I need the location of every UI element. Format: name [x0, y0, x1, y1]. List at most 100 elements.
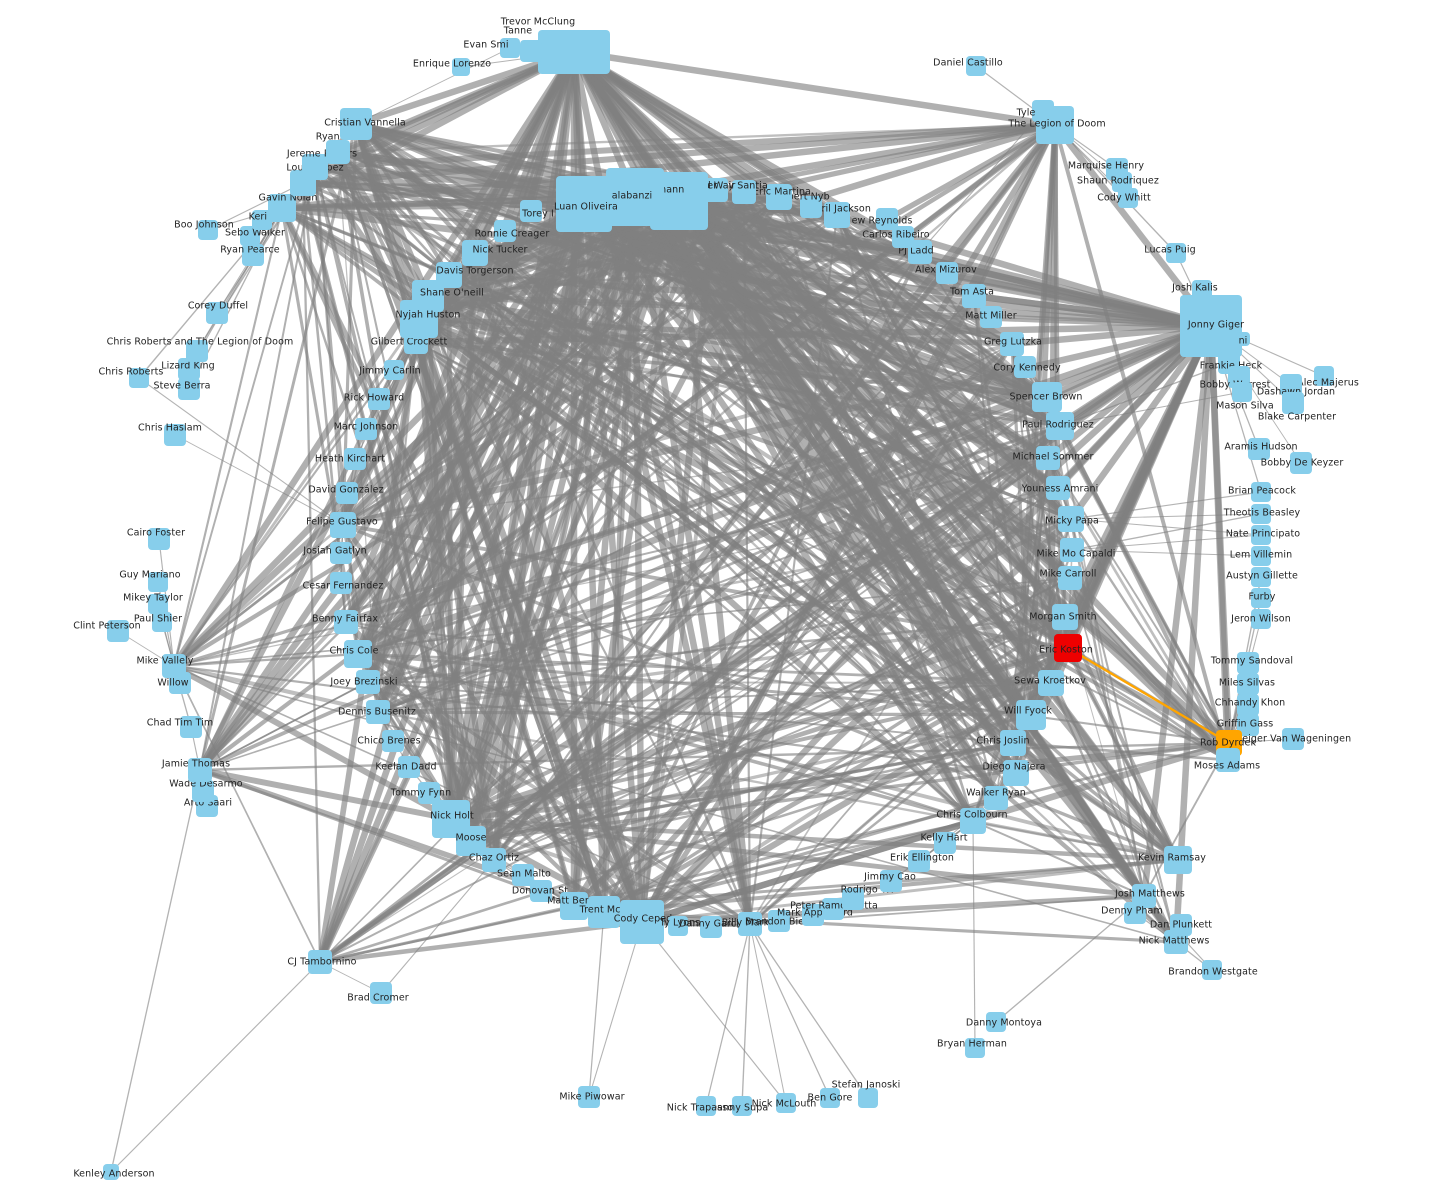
graph-node-diego-najera[interactable] — [1003, 760, 1029, 786]
graph-node-sean-malto[interactable] — [512, 864, 534, 886]
graph-node-chad-tim-tim[interactable] — [180, 716, 202, 738]
graph-node-paul-rodriguez[interactable] — [1046, 412, 1074, 440]
graph-node-mike-piwowar[interactable] — [578, 1086, 600, 1108]
graph-node-walker-ryan[interactable] — [984, 786, 1008, 810]
graph-node-sewa-kroetkov[interactable] — [1038, 670, 1064, 696]
graph-node-kalabanzi[interactable] — [606, 168, 664, 226]
graph-node-josiah-gatlyn[interactable] — [330, 542, 352, 564]
graph-node-keelan-dadd[interactable] — [398, 756, 420, 778]
graph-node-steve-berra[interactable] — [178, 378, 200, 400]
graph-node-boo-johnson[interactable] — [198, 220, 218, 240]
graph-node-nick-trapasso[interactable] — [696, 1096, 716, 1116]
graph-node-theotis-beasley[interactable] — [1251, 504, 1271, 524]
graph-node-mike-carroll[interactable] — [1058, 566, 1082, 590]
graph-node-lem-villemin[interactable] — [1251, 546, 1271, 566]
graph-node-gavin-nolan[interactable] — [268, 194, 296, 222]
graph-node-bryan-herman[interactable] — [965, 1038, 985, 1058]
graph-node-cody-cepeda[interactable] — [620, 900, 664, 944]
graph-node-cristian-vannella[interactable] — [340, 108, 372, 140]
graph-node-chris-joslin[interactable] — [1000, 730, 1026, 756]
graph-node-chaz-ortiz[interactable] — [482, 848, 506, 872]
graph-node-tommy-fynn[interactable] — [418, 782, 440, 804]
graph-node-heath-kirchart[interactable] — [344, 448, 366, 470]
graph-node-moose[interactable] — [456, 826, 486, 856]
graph-node-ryan-d[interactable] — [326, 140, 350, 164]
graph-node-new-reynolds[interactable] — [876, 208, 898, 230]
graph-node-furby[interactable] — [1251, 588, 1271, 608]
graph-node-mikey-taylor[interactable] — [148, 594, 168, 614]
graph-node-danny-montoya[interactable] — [986, 1012, 1006, 1032]
graph-node-cesar-fernandez[interactable] — [330, 572, 352, 594]
graph-node-lucas-puig[interactable] — [1166, 243, 1186, 263]
graph-node-chris-haslam[interactable] — [164, 424, 186, 446]
graph-node-dashawn-jordan[interactable] — [1280, 374, 1302, 396]
graph-node-wade-desarmo[interactable] — [192, 780, 214, 802]
graph-node-danny-garcia[interactable] — [700, 916, 722, 938]
graph-node-nate-principato[interactable] — [1251, 525, 1271, 545]
graph-node-chris-roberts[interactable] — [129, 368, 149, 388]
graph-node-eric-koston[interactable] — [1054, 634, 1082, 662]
graph-node-stefan-janoski[interactable] — [858, 1088, 878, 1108]
graph-node-cory-kennedy[interactable] — [1014, 356, 1036, 378]
graph-node-youness-amrani-dup[interactable] — [1236, 332, 1250, 346]
graph-node-aramis-hudson[interactable] — [1248, 438, 1270, 460]
graph-node-ronnie-creager[interactable] — [494, 220, 516, 242]
graph-node-ben-gore[interactable] — [820, 1088, 840, 1108]
graph-node-alex-mizurov[interactable] — [936, 262, 958, 284]
graph-node-albert-nyberg[interactable] — [800, 196, 822, 218]
graph-node-trevor-mcclung[interactable] — [538, 30, 610, 74]
graph-node-luan-oliveira[interactable] — [556, 176, 612, 232]
graph-node-geiger-van-wageningen[interactable] — [1282, 728, 1304, 750]
graph-node-benny-fairfax[interactable] — [334, 610, 358, 634]
graph-node-nyjah-huston[interactable] — [400, 300, 438, 338]
graph-node-manny-santiago[interactable] — [732, 180, 756, 204]
graph-node-ishod-wair[interactable] — [704, 178, 728, 202]
graph-node-joey-brezinski[interactable] — [356, 670, 380, 694]
graph-node-paul-shier[interactable] — [152, 612, 172, 632]
graph-node-tommy-sandoval[interactable] — [1237, 652, 1259, 674]
graph-node-torey-i[interactable] — [520, 200, 542, 222]
graph-node-kevin-ramsay[interactable] — [1164, 846, 1192, 874]
graph-node-alec-majerus[interactable] — [1314, 366, 1334, 386]
graph-node-kelly-hart[interactable] — [934, 832, 956, 854]
graph-node-ryan-pearce[interactable] — [242, 244, 264, 266]
graph-node-chico-brenes[interactable] — [382, 730, 404, 752]
graph-node-tom-asta[interactable] — [962, 284, 986, 308]
graph-node-greg-lutzka[interactable] — [1000, 332, 1024, 356]
graph-node-carlos-ribeiro[interactable] — [892, 226, 914, 248]
graph-node-nick-tucker[interactable] — [462, 240, 488, 266]
graph-node-morgan-smith[interactable] — [1052, 604, 1078, 630]
graph-node-billy-marks[interactable] — [738, 912, 762, 936]
graph-node-keri[interactable] — [252, 210, 272, 230]
graph-node-dennis-busenitz[interactable] — [366, 700, 390, 724]
graph-node-eric-martinez[interactable] — [766, 184, 792, 210]
graph-node-brandon-biebel[interactable] — [768, 910, 790, 932]
graph-node-ty-lyons[interactable] — [668, 916, 688, 936]
graph-node-donovan-st[interactable] — [530, 880, 552, 902]
graph-node-erik-ellington[interactable] — [908, 850, 930, 872]
graph-node-matt-berger[interactable] — [560, 892, 588, 920]
graph-node-mike-vallely[interactable] — [162, 654, 186, 678]
graph-node-cody-whitt[interactable] — [1118, 188, 1138, 208]
graph-node-jimmy-carlin[interactable] — [384, 360, 404, 380]
graph-node-brian-peacock[interactable] — [1251, 482, 1271, 502]
graph-node-tanner[interactable] — [520, 40, 542, 62]
graph-node-miles-silvas[interactable] — [1237, 673, 1259, 695]
graph-node-shaun-rodriquez[interactable] — [1112, 172, 1132, 192]
graph-node-jamie-thomas[interactable] — [188, 758, 212, 782]
graph-node-cairo-foster[interactable] — [148, 528, 170, 550]
graph-node-cyril-jackson[interactable] — [824, 202, 850, 228]
graph-node-micky-papa[interactable] — [1058, 506, 1084, 532]
graph-node-enrique-lorenzo[interactable] — [452, 58, 470, 76]
graph-node-felipe-gustavo[interactable] — [330, 512, 356, 538]
graph-node-griffin-gass[interactable] — [1237, 714, 1259, 736]
graph-node-austyn-gillette[interactable] — [1251, 567, 1271, 587]
graph-node-denny-pham[interactable] — [1124, 902, 1146, 924]
graph-node-spencer-brown[interactable] — [1032, 382, 1062, 412]
graph-node-sebo-walker[interactable] — [240, 226, 260, 246]
graph-node-chris-roberts-legion[interactable] — [186, 340, 208, 362]
graph-node-rodrigo-tx[interactable] — [842, 888, 864, 910]
graph-node-mark-appleyard[interactable] — [802, 904, 824, 926]
graph-node-will-fyock[interactable] — [1016, 700, 1046, 730]
